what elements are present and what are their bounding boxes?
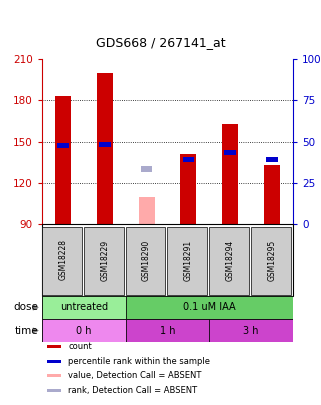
Text: GSM18294: GSM18294 <box>226 239 235 281</box>
Bar <box>47 388 61 392</box>
Bar <box>42 319 126 342</box>
Text: 0.1 uM IAA: 0.1 uM IAA <box>183 303 236 313</box>
Bar <box>126 296 293 319</box>
Bar <box>97 73 113 224</box>
Text: GSM18228: GSM18228 <box>58 239 67 281</box>
Text: 0 h: 0 h <box>76 326 91 335</box>
Bar <box>126 227 165 294</box>
Bar <box>251 227 291 294</box>
Bar <box>42 227 82 294</box>
Text: GSM18291: GSM18291 <box>184 239 193 281</box>
Text: dose: dose <box>13 303 38 313</box>
Bar <box>99 141 111 147</box>
Bar <box>209 319 293 342</box>
Text: GSM18295: GSM18295 <box>268 239 277 281</box>
Text: 1 h: 1 h <box>160 326 175 335</box>
Bar <box>84 227 124 294</box>
Bar <box>47 374 61 377</box>
Bar <box>224 150 236 155</box>
Bar <box>57 143 69 148</box>
Bar <box>47 360 61 363</box>
Bar <box>264 165 280 224</box>
Text: untreated: untreated <box>60 303 108 313</box>
Bar <box>141 166 152 172</box>
Text: GDS668 / 267141_at: GDS668 / 267141_at <box>96 36 225 49</box>
Bar <box>55 96 71 224</box>
Text: GSM18290: GSM18290 <box>142 239 151 281</box>
Text: GSM18229: GSM18229 <box>100 239 109 281</box>
Bar <box>42 296 126 319</box>
Text: percentile rank within the sample: percentile rank within the sample <box>68 357 210 366</box>
Text: value, Detection Call = ABSENT: value, Detection Call = ABSENT <box>68 371 202 380</box>
Bar <box>47 345 61 348</box>
Bar <box>183 157 194 162</box>
Bar <box>266 157 278 162</box>
Text: rank, Detection Call = ABSENT: rank, Detection Call = ABSENT <box>68 386 197 394</box>
Bar <box>168 227 207 294</box>
Bar <box>222 124 238 224</box>
Text: time: time <box>14 326 38 335</box>
Bar <box>139 196 154 224</box>
Bar <box>180 154 196 224</box>
Text: 3 h: 3 h <box>243 326 259 335</box>
Bar <box>209 227 249 294</box>
Text: count: count <box>68 342 92 351</box>
Bar <box>126 319 209 342</box>
